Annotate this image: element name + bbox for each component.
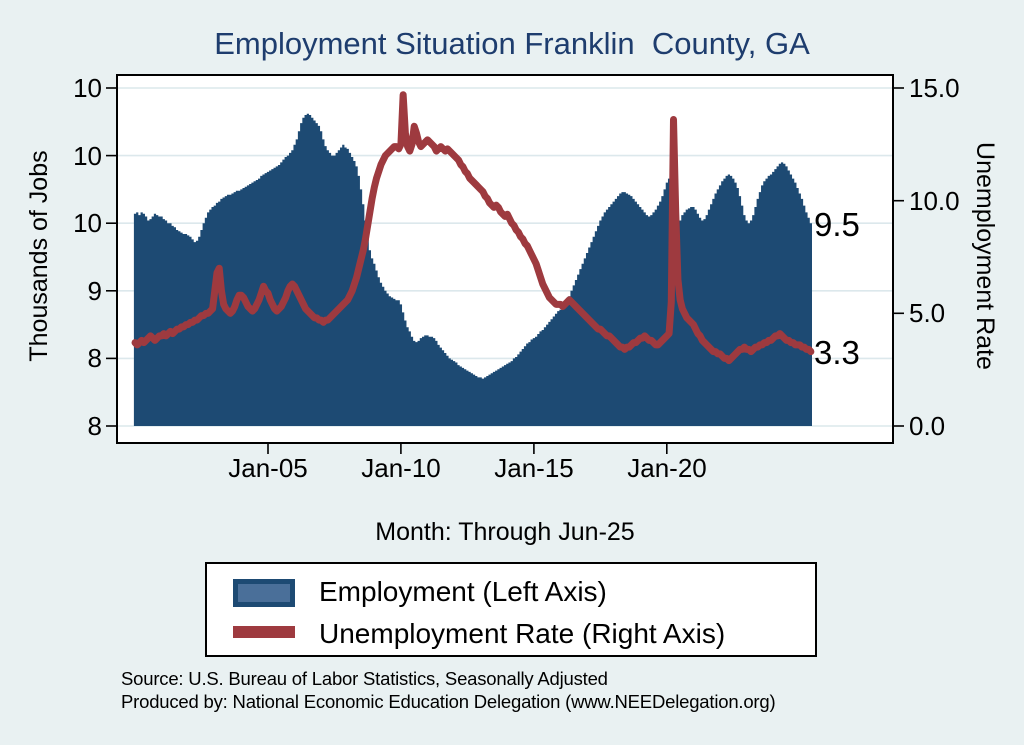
right-tick-label: 5.0 [909,298,946,329]
left-tick-label: 10 [73,140,102,171]
left-tick-label: 8 [87,343,102,374]
right-tick-label: 15.0 [909,73,960,103]
source-line-2: Produced by: National Economic Education… [121,690,776,712]
unemployment-swatch [233,626,295,638]
source-notes: Source: U.S. Bureau of Labor Statistics,… [121,668,961,713]
right-tick-label: 10.0 [909,185,960,216]
employment-endpoint-label: 9.5 [814,206,860,243]
right-axis-title: Unemployment Rate [971,142,999,370]
x-tick-label: Jan-20 [627,453,707,483]
legend-label-unemployment: Unemployment Rate (Right Axis) [319,618,726,649]
right-tick-label: 0.0 [909,411,946,441]
employment-swatch [233,579,295,607]
left-tick-label: 10 [73,73,102,103]
left-tick-label: 10 [73,208,102,239]
legend-label-employment: Employment (Left Axis) [319,576,607,607]
chart-title: Employment Situation Franklin County, GA [214,26,810,61]
x-tick-label: Jan-05 [228,453,308,483]
x-tick-label: Jan-15 [494,453,574,483]
left-axis-title: Thousands of Jobs [25,150,53,362]
left-tick-label: 9 [87,275,102,306]
plot-area [106,74,904,454]
unemployment-endpoint-label: 3.3 [814,334,860,371]
legend: Employment (Left Axis) Unemployment Rate… [205,562,817,657]
x-tick-label: Jan-10 [361,453,441,483]
source-line-1: Source: U.S. Bureau of Labor Statistics,… [121,668,608,689]
x-axis-title: Month: Through Jun-25 [375,518,635,546]
left-tick-label: 8 [87,411,102,441]
